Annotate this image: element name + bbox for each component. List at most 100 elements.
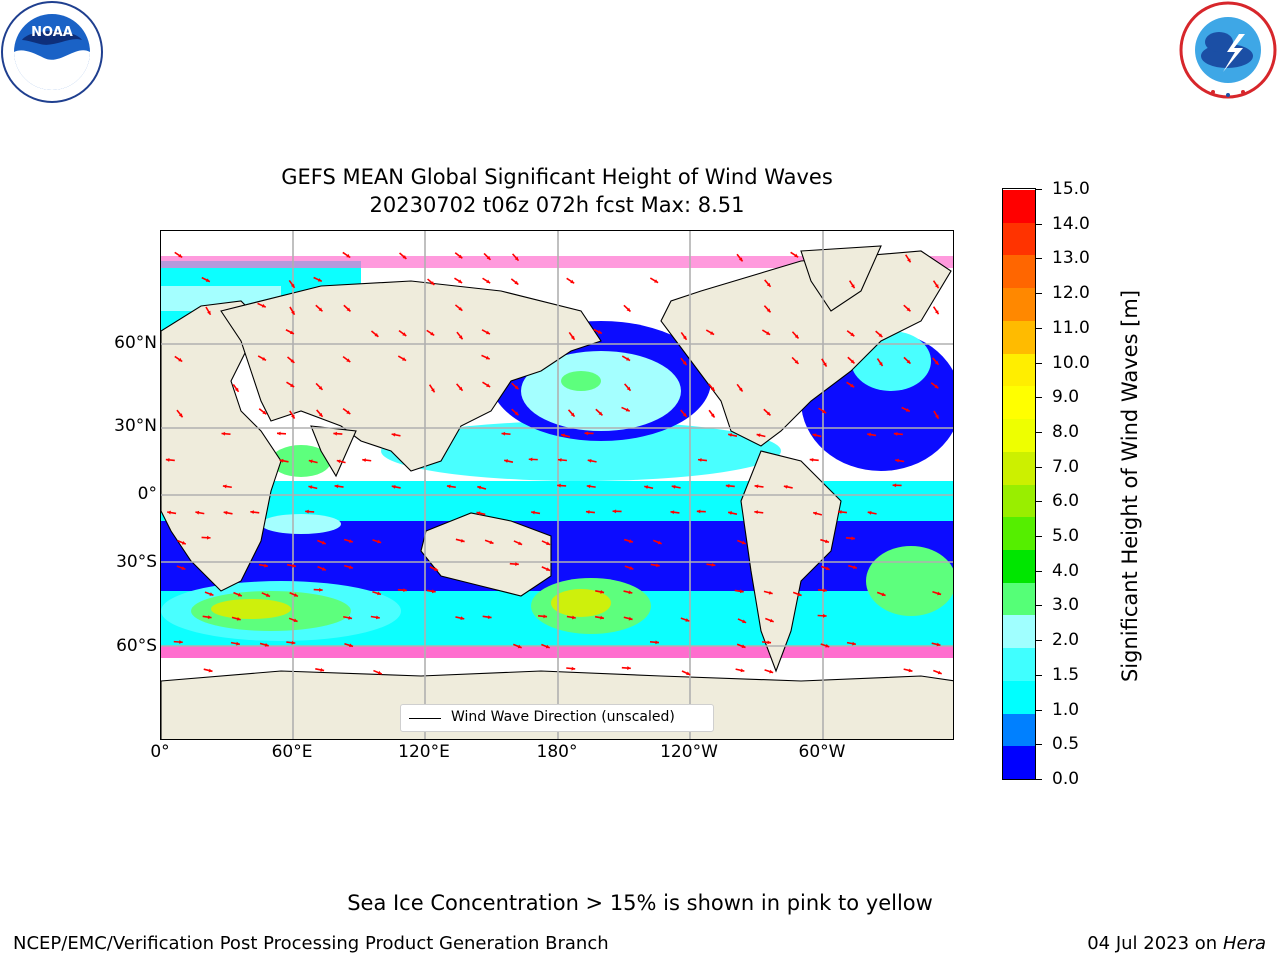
noaa-logo: NOAA xyxy=(1,1,103,103)
wave-direction-arrowhead xyxy=(823,362,827,367)
wave-direction-arrowhead xyxy=(178,413,183,418)
footer-machine: Hera xyxy=(1222,933,1266,954)
colorbar-tick-label: 3.0 xyxy=(1052,595,1080,616)
wave-direction-arrowhead xyxy=(460,616,465,621)
footer-date: 04 Jul 2023 on Hera xyxy=(1087,933,1266,954)
wave-direction-arrowhead xyxy=(292,563,296,568)
wave-direction-arrowhead xyxy=(222,484,227,489)
wave-direction-arrowhead xyxy=(179,640,183,644)
wave-direction-arrowhead xyxy=(725,484,730,488)
wave-direction-arrowhead xyxy=(518,541,523,545)
colorbar-tick-label: 1.0 xyxy=(1052,699,1080,720)
wave-direction-arrowhead xyxy=(626,386,631,391)
colorbar-tick xyxy=(1036,189,1042,190)
colorbar-segment xyxy=(1003,516,1035,550)
wave-direction-arrowhead xyxy=(223,510,228,515)
wave-direction-arrowhead xyxy=(264,643,269,647)
legend-line-swatch xyxy=(409,718,441,719)
wave-direction-arrowhead xyxy=(346,410,351,415)
wave-direction-arrowhead xyxy=(167,510,171,515)
wave-direction-arrowhead xyxy=(644,485,649,489)
wave-direction-arrowhead xyxy=(293,593,298,597)
lon-tick-label: 0° xyxy=(150,742,170,762)
wave-direction-arrowhead xyxy=(837,510,842,514)
wave-direction-arrowhead xyxy=(391,432,396,437)
wave-direction-arrowhead xyxy=(207,310,211,315)
wave-direction-arrowhead xyxy=(823,613,827,618)
wave-direction-arrowhead xyxy=(739,589,744,594)
lat-tick-label: 30°S xyxy=(116,552,157,572)
colorbar-tick xyxy=(1036,779,1042,780)
colorbar-tick-label: 11.0 xyxy=(1052,317,1090,338)
wave-direction-arrowhead xyxy=(627,666,631,670)
wave-direction-arrowhead xyxy=(305,509,309,514)
wave-direction-arrowhead xyxy=(208,668,213,673)
wave-direction-arrowhead xyxy=(597,330,602,334)
colorbar-segment xyxy=(1003,647,1035,681)
noaa-logo-text: NOAA xyxy=(31,25,73,40)
wave-direction-arrowhead xyxy=(528,457,533,462)
wave-direction-arrowhead xyxy=(362,458,366,463)
wave-direction-arrowhead xyxy=(685,618,690,622)
wave-direction-arrowhead xyxy=(907,258,911,263)
wave-direction-arrowhead xyxy=(670,510,675,515)
wave-direction-arrowhead xyxy=(812,433,817,438)
colorbar-segment xyxy=(1003,745,1035,779)
colorbar-tick-label: 13.0 xyxy=(1052,248,1090,269)
colorbar-tick-label: 0.0 xyxy=(1052,769,1080,789)
wave-direction-arrowhead xyxy=(571,666,576,671)
wave-direction-arrowhead xyxy=(545,644,550,649)
wave-direction-arrowhead xyxy=(236,641,240,646)
wave-direction-arrowhead xyxy=(906,307,911,312)
wave-direction-arrowhead xyxy=(320,668,325,672)
colorbar-tick xyxy=(1036,466,1042,468)
wave-direction-arrowhead xyxy=(486,255,491,260)
wave-direction-arrowhead xyxy=(181,540,186,545)
wave-direction-arrowhead xyxy=(934,360,939,365)
wave-direction-arrowhead xyxy=(629,566,634,570)
wave-direction-arrowhead xyxy=(853,565,857,570)
colorbar-tick-label: 6.0 xyxy=(1052,491,1080,512)
wave-direction-arrowhead xyxy=(346,307,351,312)
wave-direction-arrowhead xyxy=(458,335,463,340)
wave-direction-arrowhead xyxy=(318,385,323,390)
wave-direction-arrowhead xyxy=(460,538,465,543)
wave-direction-arrowhead xyxy=(728,511,732,515)
wave-direction-arrowhead xyxy=(570,412,575,417)
colorbar-segment xyxy=(1003,189,1035,223)
wave-direction-arrowhead xyxy=(514,256,519,261)
wave-direction-arrowhead xyxy=(742,619,747,623)
lat-tick-label: 60°S xyxy=(116,636,157,656)
chart-title: GEFS MEAN Global Significant Height of W… xyxy=(281,165,833,189)
colorbar-tick xyxy=(1036,674,1042,676)
gridlines xyxy=(161,231,953,739)
wave-direction-arrowhead xyxy=(321,540,326,545)
colorbar-tick xyxy=(1036,362,1042,364)
wave-direction-arrowhead xyxy=(682,361,687,366)
footer-credit: NCEP/EMC/Verification Post Processing Pr… xyxy=(13,933,609,954)
colorbar-tick xyxy=(1036,744,1042,746)
wave-direction-arrowhead xyxy=(738,387,743,392)
wave-direction-arrowhead xyxy=(375,615,380,620)
wave-direction-arrowhead xyxy=(892,483,897,488)
wave-direction-arrowhead xyxy=(291,310,295,315)
wave-direction-arrowhead xyxy=(250,510,255,515)
wave-direction-arrowhead xyxy=(769,618,774,623)
wave-direction-arrowhead xyxy=(867,510,872,515)
colorbar-tick-label: 7.0 xyxy=(1052,456,1080,477)
wave-direction-arrowhead xyxy=(710,387,715,391)
wave-direction-arrowhead xyxy=(711,562,716,567)
chart-subtitle: 20230702 t06z 072h fcst Max: 8.51 xyxy=(369,193,745,217)
wave-direction-arrowhead xyxy=(850,383,855,388)
wave-direction-arrowhead xyxy=(851,284,855,289)
colorbar-tick xyxy=(1036,431,1042,433)
wave-direction-arrowhead xyxy=(221,431,226,436)
wave-direction-arrowhead xyxy=(318,412,323,417)
wave-direction-arrowhead xyxy=(628,539,633,543)
wave-direction-arrowhead xyxy=(768,590,773,595)
colorbar-tick xyxy=(1036,570,1042,572)
wave-direction-arrowhead xyxy=(655,563,660,568)
wave-direction-arrowhead xyxy=(570,279,575,284)
wave-direction-arrowhead xyxy=(682,412,687,417)
wave-direction-arrowhead xyxy=(531,510,535,515)
